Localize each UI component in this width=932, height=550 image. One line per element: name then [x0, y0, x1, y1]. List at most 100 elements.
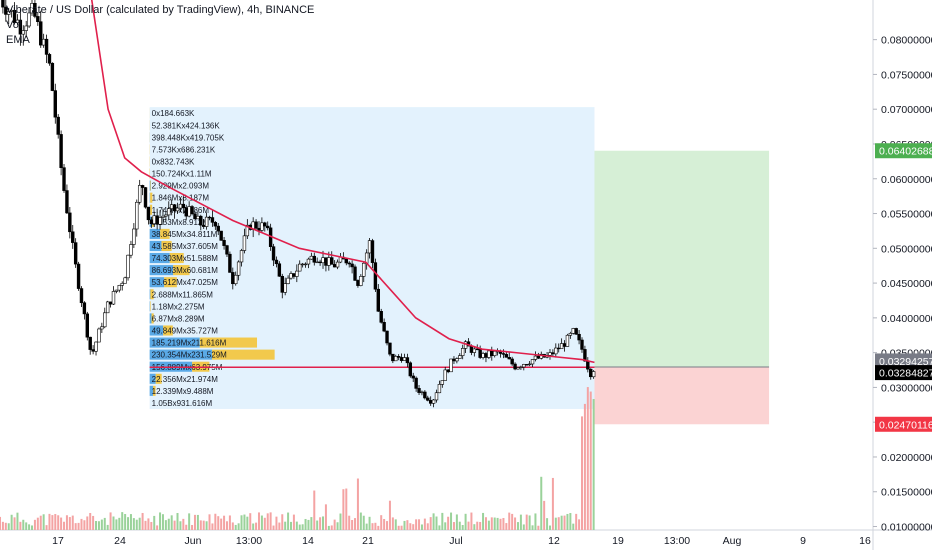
volume-bar [176, 512, 179, 530]
volume-bar [281, 514, 284, 530]
candle-body [27, 12, 31, 27]
volume-bar [1, 521, 4, 530]
position-loss-zone[interactable] [594, 366, 770, 425]
volume-profile-label: 9.153Mx8.912M [152, 218, 210, 227]
price-label-entry-text: 0.03294257 [879, 356, 932, 368]
candle-body [236, 261, 241, 276]
candle-body [589, 368, 593, 378]
candle-body [367, 240, 372, 254]
candle-body [408, 362, 413, 377]
candle-body [449, 358, 453, 373]
candle-body [222, 240, 226, 246]
price-label-stop[interactable] [875, 416, 932, 432]
candle-body [318, 261, 322, 264]
x-tick-label: 19 [612, 535, 624, 547]
volume-bar [39, 515, 42, 530]
volume-bar [0, 516, 1, 530]
volume-bar [188, 513, 191, 530]
candle-body [56, 116, 60, 135]
volume-bar [397, 525, 400, 530]
volume-bar [519, 514, 522, 530]
candle-body [458, 355, 462, 359]
volume-bar [252, 523, 255, 530]
volume-bar [22, 519, 25, 530]
candle-body [536, 355, 541, 359]
indicator-vol[interactable]: Vol [6, 19, 22, 31]
volume-bar [386, 521, 389, 530]
candle-body [33, 3, 37, 17]
volume-bar [354, 518, 357, 530]
x-tick-label: 16 [859, 535, 871, 547]
volume-bar [324, 504, 327, 530]
price-label-stop-text: 0.02470116 [879, 419, 932, 431]
volume-bar [415, 519, 418, 530]
candle-body [472, 348, 477, 353]
x-tick-label: 9 [800, 535, 806, 547]
volume-bar [572, 523, 575, 530]
volume-bar [19, 521, 22, 530]
candle-body [88, 336, 92, 350]
position-profit-zone[interactable] [594, 150, 770, 367]
indicator-ema[interactable]: EMA [6, 34, 30, 46]
volume-bar [575, 513, 578, 530]
volume-bar [167, 518, 170, 530]
volume-bar [403, 520, 406, 530]
volume-bar [234, 524, 237, 530]
price-label-entry[interactable] [875, 353, 932, 369]
volume-bar [193, 514, 196, 530]
candle-body [24, 25, 28, 31]
volume-bar [482, 512, 485, 530]
candle-body [510, 358, 514, 365]
volume-bar [74, 523, 77, 530]
volume-bar [63, 521, 66, 530]
candle-body [111, 291, 116, 305]
y-tick-label: 0.02000000 [881, 452, 932, 464]
candle-body [300, 263, 305, 266]
candle-body [370, 240, 375, 263]
volume-bar [290, 521, 292, 530]
volume-profile-sell-bar [164, 277, 177, 288]
candle-body [586, 360, 590, 370]
volume-bar [546, 518, 549, 530]
candle-body [481, 353, 485, 358]
candle-body [79, 288, 84, 304]
volume-bar [173, 520, 176, 530]
candle-body [423, 391, 427, 399]
volume-bar [374, 522, 377, 530]
volume-bar [383, 518, 386, 530]
candle-body [327, 257, 331, 266]
volume-bar [339, 513, 342, 530]
volume-bar [578, 519, 581, 530]
volume-bar [243, 514, 246, 530]
volume-profile-label: 150.724Kx1.11M [152, 170, 212, 179]
volume-bar [124, 514, 127, 530]
volume-bar [525, 514, 528, 530]
volume-bar [438, 525, 441, 530]
candle-body [12, 9, 17, 24]
price-label-target[interactable] [875, 143, 932, 159]
symbol-title[interactable]: Viberate / US Dollar (calculated by Trad… [6, 4, 315, 16]
volume-bar [231, 522, 234, 530]
candle-body [50, 62, 55, 91]
candle-body [289, 273, 293, 279]
volume-profile-label: 1.05Bx931.616M [152, 399, 213, 408]
volume-profile-sell-bar [150, 192, 153, 203]
volume-bar [447, 516, 450, 530]
volume-bar [132, 518, 135, 530]
volume-bar [196, 514, 199, 530]
volume-bar [92, 515, 95, 530]
volume-bar [502, 517, 505, 530]
x-tick-label: 13:00 [664, 535, 690, 547]
volume-bar [371, 523, 374, 530]
volume-bar [400, 525, 403, 530]
y-tick-label: 0.04000000 [881, 313, 932, 325]
candle-body [65, 190, 69, 214]
price-label-last[interactable] [875, 365, 932, 381]
volume-bar [275, 516, 278, 530]
candle-body [225, 245, 229, 255]
candle-body [298, 263, 302, 272]
candle-body [76, 263, 81, 289]
candle-body [286, 277, 290, 284]
candle-body [234, 274, 238, 285]
